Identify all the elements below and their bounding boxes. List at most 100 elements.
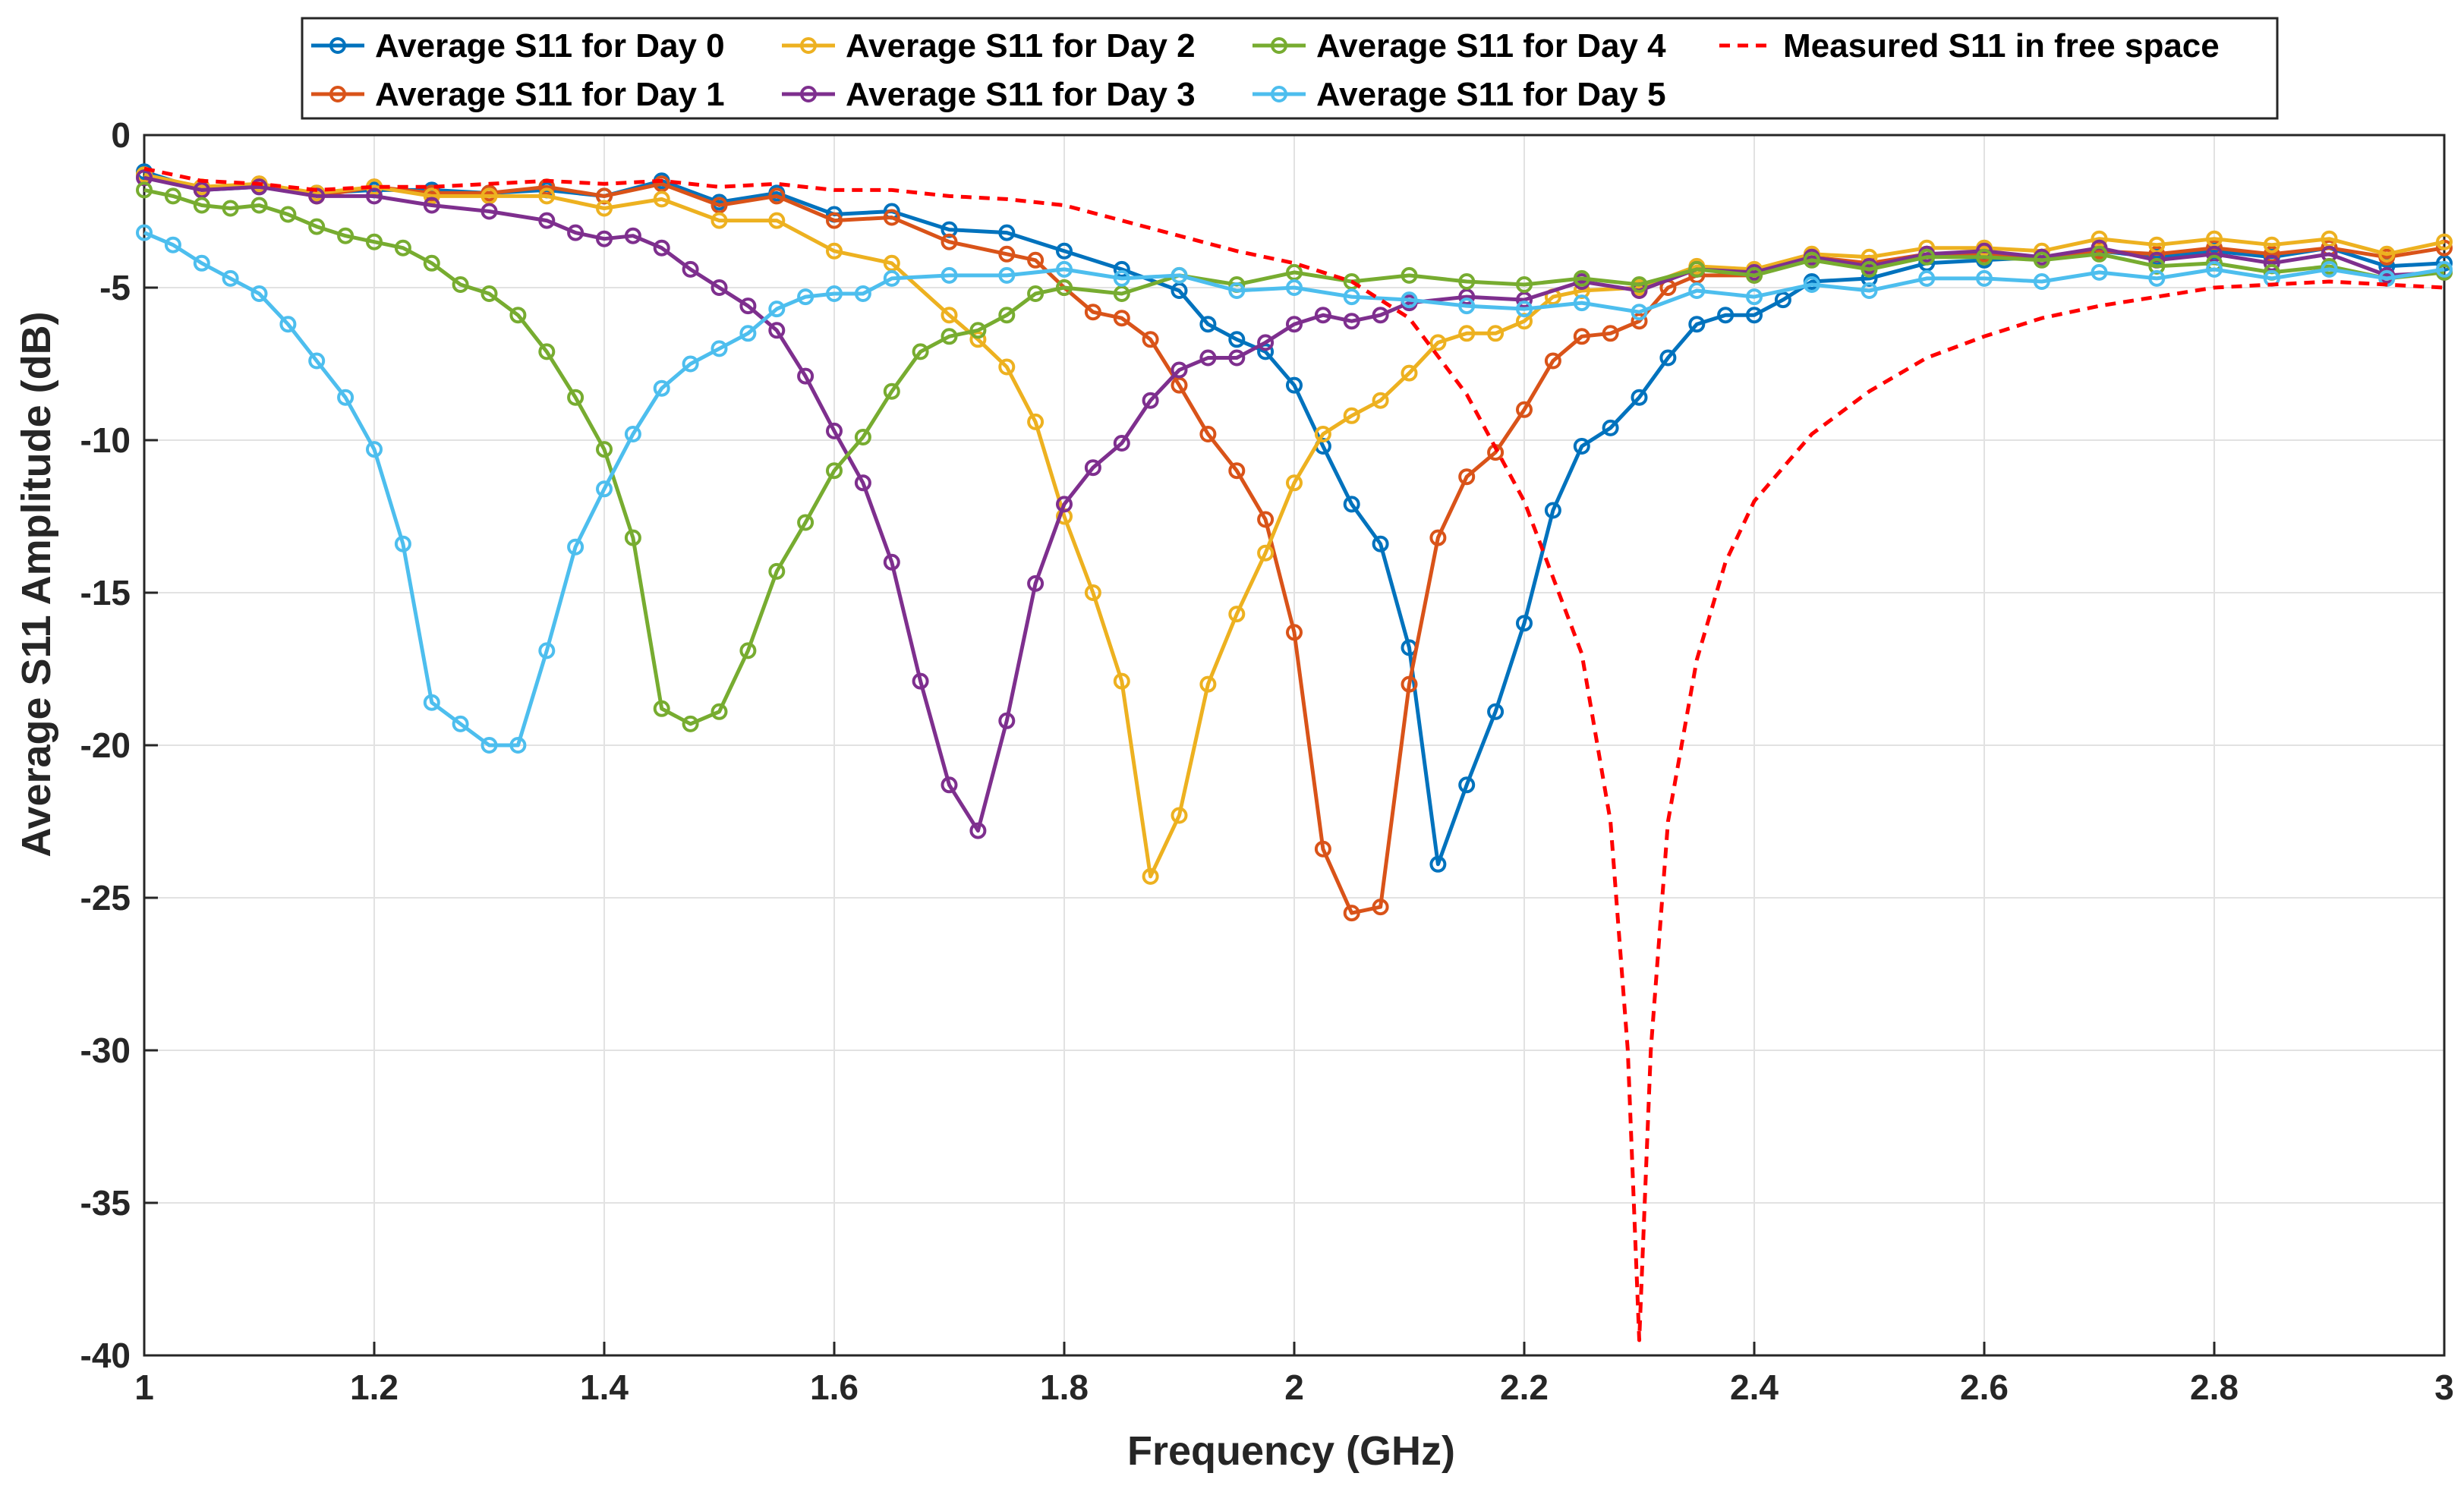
legend-marker <box>329 37 346 54</box>
data-point <box>653 175 670 193</box>
data-point <box>941 328 958 345</box>
data-point <box>711 197 728 214</box>
data-point <box>1401 266 1418 284</box>
data-point <box>1228 462 1246 480</box>
data-point <box>768 187 786 205</box>
data-point <box>1027 251 1045 269</box>
data-point <box>1487 325 1505 342</box>
legend-label: Average S11 for Day 0 <box>375 27 725 65</box>
data-point <box>1803 276 1820 293</box>
data-point <box>481 285 498 302</box>
data-point <box>653 379 670 397</box>
data-point <box>912 672 929 690</box>
data-point <box>308 352 326 370</box>
data-point <box>1171 376 1188 394</box>
data-point <box>1631 313 1648 330</box>
data-point <box>1429 529 1447 546</box>
data-point <box>1084 459 1101 477</box>
data-point <box>136 181 153 199</box>
legend-label: Average S11 for Day 5 <box>1316 76 1666 113</box>
data-point <box>1458 273 1476 290</box>
data-point <box>1861 282 1878 299</box>
data-point <box>1171 266 1188 284</box>
data-point <box>1257 343 1275 360</box>
data-point <box>768 562 786 580</box>
data-point <box>682 715 699 732</box>
data-point <box>1199 349 1217 367</box>
data-point <box>538 187 556 205</box>
data-point <box>1056 279 1073 296</box>
plot-area-border <box>143 134 2446 1357</box>
data-point <box>1429 334 1447 351</box>
data-point <box>2436 233 2453 250</box>
data-point <box>250 197 268 214</box>
data-point <box>998 224 1016 241</box>
data-point <box>1113 310 1130 327</box>
data-point <box>883 254 900 272</box>
data-point <box>2263 254 2280 272</box>
data-point <box>2091 230 2108 247</box>
x-tick-label: 1.8 <box>1040 1368 1089 1407</box>
data-point <box>998 245 1016 263</box>
data-point <box>1631 389 1648 406</box>
data-point <box>682 260 699 278</box>
data-point <box>1688 260 1706 278</box>
legend-marker <box>800 86 817 102</box>
data-point <box>1976 248 1993 266</box>
series-5 <box>136 224 2453 754</box>
y-tick-label: -20 <box>80 726 131 765</box>
data-point <box>2206 230 2223 247</box>
y-tick-label: -25 <box>80 878 131 918</box>
data-point <box>1286 376 1303 394</box>
data-point <box>1171 361 1188 379</box>
data-point <box>1573 269 1590 287</box>
data-point <box>1918 269 1936 287</box>
data-point <box>1228 606 1246 623</box>
data-point <box>222 200 239 217</box>
data-point <box>2378 245 2396 263</box>
data-point <box>1746 266 1763 284</box>
data-point <box>279 206 297 223</box>
data-point <box>1084 584 1101 601</box>
data-point <box>1516 401 1533 418</box>
data-point <box>337 389 354 406</box>
data-point <box>1372 899 1389 916</box>
data-point <box>164 187 181 205</box>
data-point <box>1171 282 1188 299</box>
legend-label: Average S11 for Day 4 <box>1316 27 1666 65</box>
data-point <box>1113 260 1130 278</box>
data-point <box>739 642 757 659</box>
data-point <box>797 514 815 531</box>
data-point <box>854 474 871 492</box>
x-tick-label: 2 <box>1284 1368 1304 1407</box>
data-point <box>1228 349 1246 367</box>
data-point <box>2148 236 2166 253</box>
x-tick-label: 3 <box>2434 1368 2454 1407</box>
data-point <box>711 279 728 296</box>
legend-label: Average S11 for Day 3 <box>846 76 1196 113</box>
legend-entry-4: Average S11 for Day 4 <box>1252 27 1666 65</box>
data-point <box>826 462 843 480</box>
data-point <box>1516 615 1533 632</box>
data-point <box>1286 474 1303 492</box>
legend-entry-0: Average S11 for Day 0 <box>311 27 725 65</box>
legend-marker <box>1271 37 1287 54</box>
data-point <box>164 236 181 253</box>
data-point <box>1401 364 1418 382</box>
data-point <box>1487 703 1505 720</box>
data-point <box>1286 624 1303 641</box>
data-point <box>2091 263 2108 281</box>
data-point <box>1199 675 1217 693</box>
series-6 <box>143 166 2445 1342</box>
data-point <box>854 285 871 302</box>
data-point <box>366 233 383 250</box>
data-point <box>826 212 843 229</box>
data-point <box>1688 316 1706 333</box>
series-4 <box>136 181 2453 732</box>
data-point <box>1717 307 1735 324</box>
data-point <box>1746 307 1763 324</box>
data-point <box>2436 239 2453 257</box>
data-point <box>768 301 786 318</box>
data-point <box>1688 282 1706 299</box>
y-tick-label: -5 <box>99 268 131 307</box>
